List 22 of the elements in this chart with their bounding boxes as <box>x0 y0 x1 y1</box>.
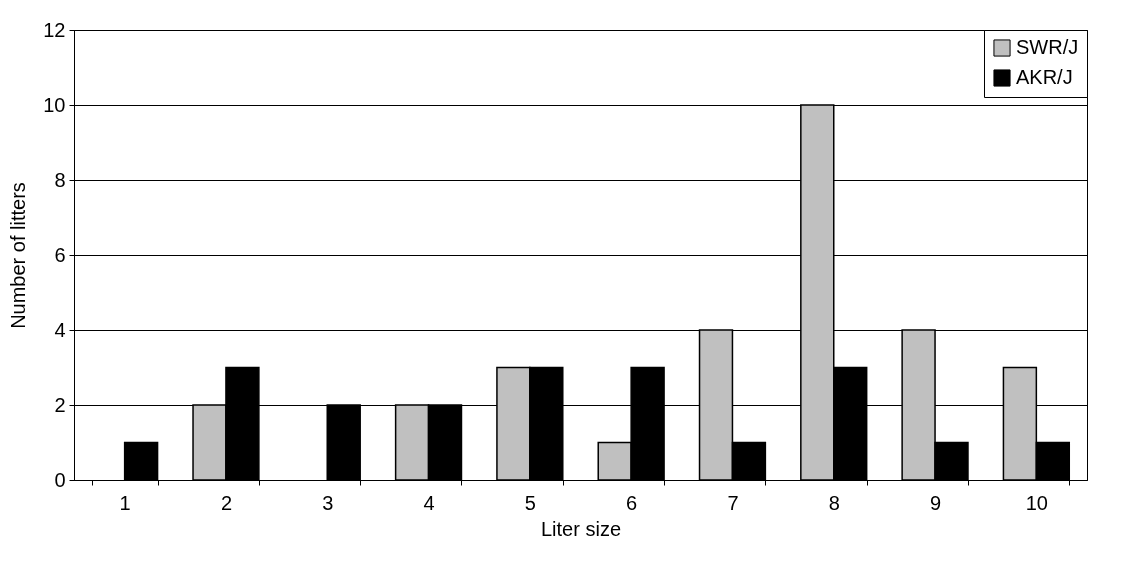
legend-label: SWR/J <box>1016 36 1079 58</box>
legend-label: AKR/J <box>1016 66 1073 88</box>
y-tick-label: 0 <box>54 468 66 491</box>
y-axis-title: Number of litters <box>7 182 30 329</box>
y-tick-label: 2 <box>54 393 66 416</box>
x-tick-label: 7 <box>727 491 739 514</box>
x-tick-label: 6 <box>626 491 638 514</box>
y-tick-label: 12 <box>43 18 66 41</box>
y-tick-label: 8 <box>54 168 66 191</box>
bar <box>123 441 159 481</box>
y-tick-label: 6 <box>54 243 66 266</box>
y-tick-label: 4 <box>54 318 66 341</box>
x-tick-label: 9 <box>929 491 942 514</box>
x-tick-label: 5 <box>524 491 536 514</box>
x-tick-label: 1 <box>119 491 131 514</box>
x-tick-label: 8 <box>828 491 840 514</box>
x-tick-label: 2 <box>220 491 233 514</box>
x-tick-label: 4 <box>423 491 435 514</box>
x-axis-title: Liter size <box>540 517 622 540</box>
x-tick-label: 3 <box>322 491 334 514</box>
y-tick-label: 10 <box>43 93 66 116</box>
x-tick-label: 10 <box>1025 491 1048 514</box>
